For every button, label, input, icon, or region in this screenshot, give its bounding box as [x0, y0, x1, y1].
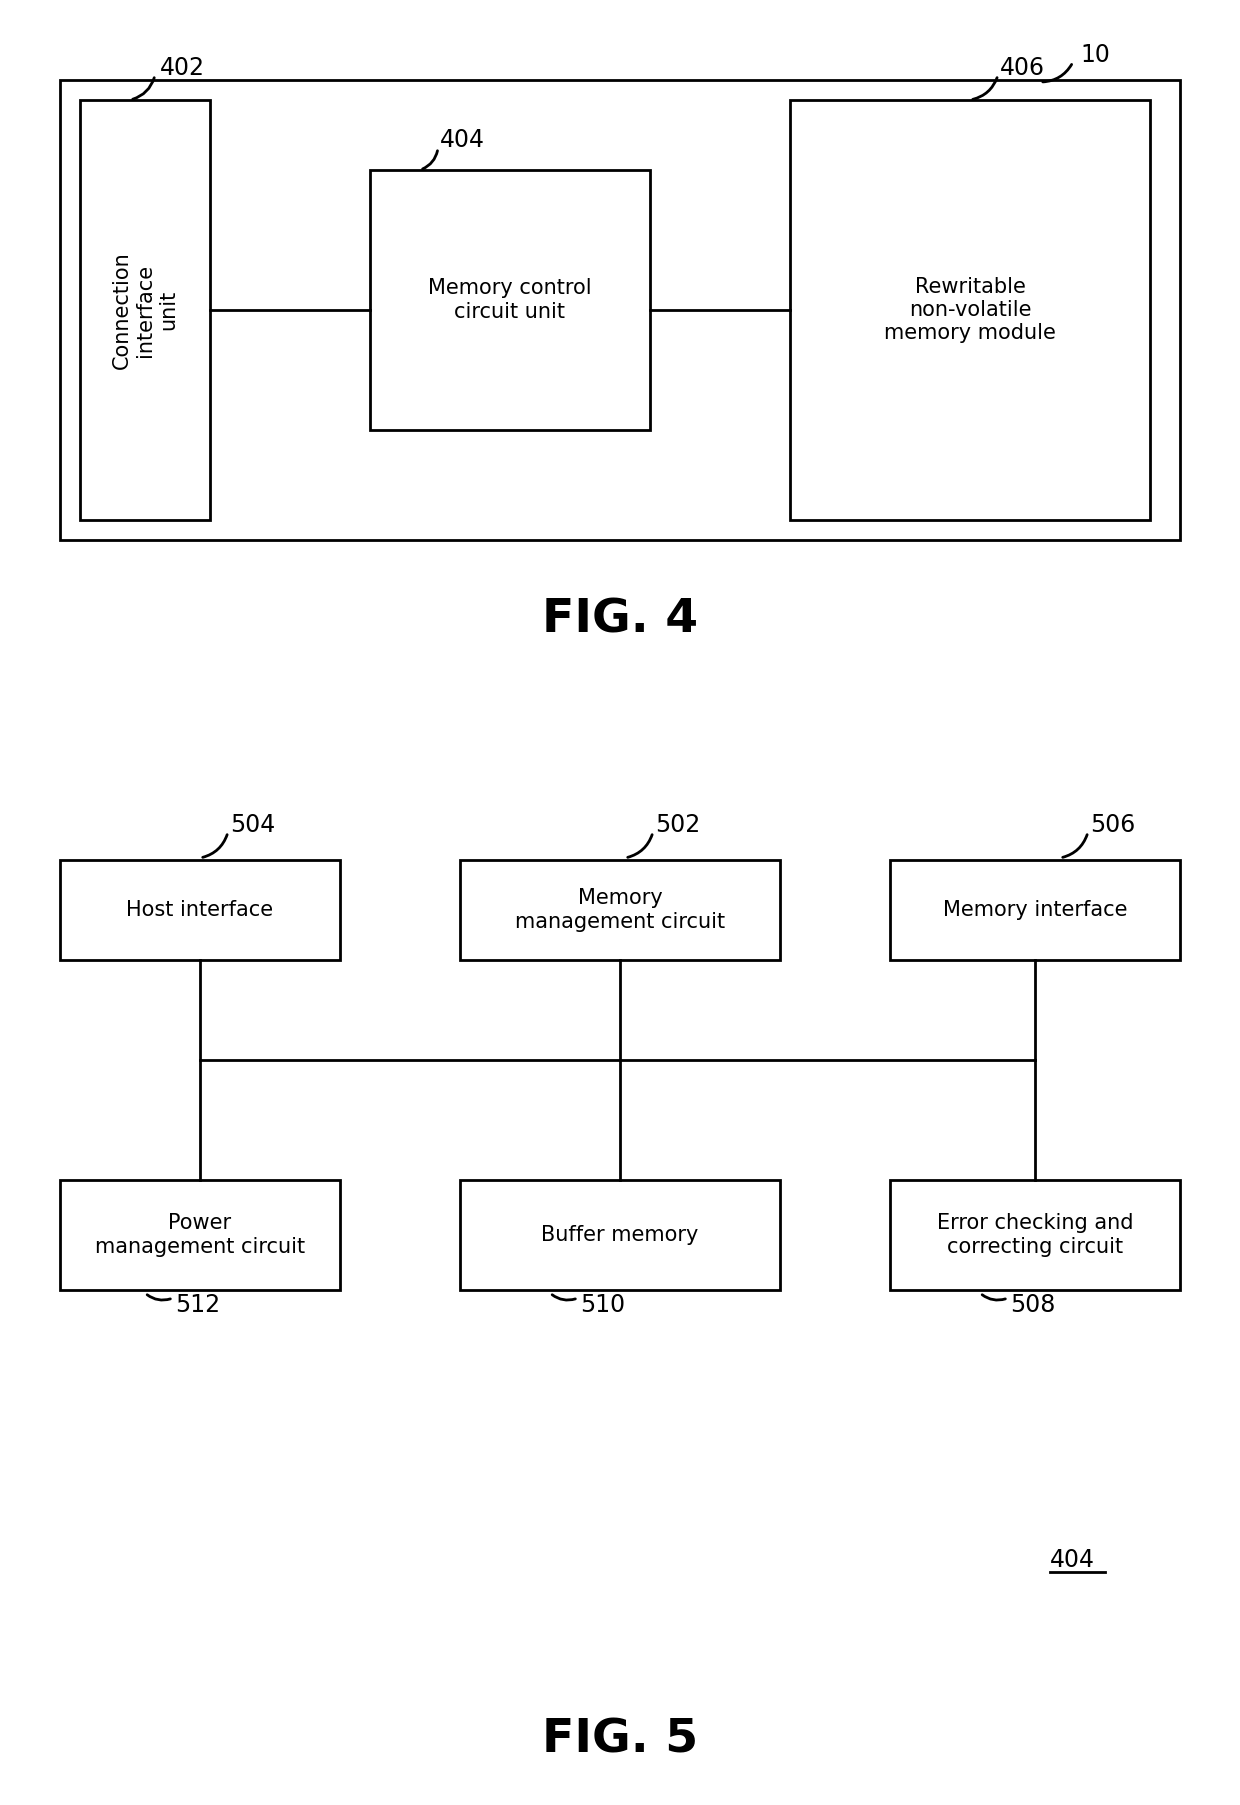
FancyArrowPatch shape [133, 78, 154, 99]
Text: 502: 502 [655, 812, 701, 838]
Bar [60, 1180, 340, 1291]
Text: 512: 512 [175, 1292, 221, 1318]
FancyArrowPatch shape [627, 834, 652, 857]
FancyArrowPatch shape [423, 152, 438, 170]
Bar [370, 170, 650, 430]
Bar [460, 859, 780, 960]
Bar [890, 859, 1180, 960]
FancyArrowPatch shape [202, 834, 227, 857]
Bar [81, 99, 210, 520]
Text: Memory
management circuit: Memory management circuit [515, 888, 725, 931]
Text: 504: 504 [229, 812, 275, 838]
Text: Host interface: Host interface [126, 901, 274, 921]
Text: 508: 508 [1011, 1292, 1055, 1318]
Text: Error checking and
correcting circuit: Error checking and correcting circuit [936, 1213, 1133, 1256]
FancyArrowPatch shape [972, 78, 997, 99]
FancyArrowPatch shape [148, 1294, 170, 1300]
Bar [60, 79, 1180, 540]
Text: Buffer memory: Buffer memory [542, 1226, 698, 1245]
Bar [790, 99, 1149, 520]
Text: 506: 506 [1090, 812, 1136, 838]
Bar [460, 1180, 780, 1291]
FancyArrowPatch shape [1063, 834, 1087, 857]
Text: 10: 10 [1080, 43, 1110, 67]
FancyArrowPatch shape [982, 1294, 1006, 1300]
Text: Memory interface: Memory interface [942, 901, 1127, 921]
Bar [60, 859, 340, 960]
Text: 402: 402 [160, 56, 205, 79]
FancyArrowPatch shape [552, 1294, 575, 1300]
Text: 404: 404 [1050, 1549, 1095, 1572]
Text: Memory control
circuit unit: Memory control circuit unit [428, 278, 591, 321]
Text: FIG. 5: FIG. 5 [542, 1718, 698, 1762]
Text: 406: 406 [999, 56, 1045, 79]
Bar [890, 1180, 1180, 1291]
Text: Power
management circuit: Power management circuit [95, 1213, 305, 1256]
Text: Rewritable
non-volatile
memory module: Rewritable non-volatile memory module [884, 276, 1056, 343]
Text: 510: 510 [580, 1292, 625, 1318]
Text: Connection
interface
unit: Connection interface unit [112, 251, 179, 368]
Text: 404: 404 [440, 128, 485, 152]
FancyArrowPatch shape [1043, 65, 1071, 81]
Text: FIG. 4: FIG. 4 [542, 597, 698, 643]
